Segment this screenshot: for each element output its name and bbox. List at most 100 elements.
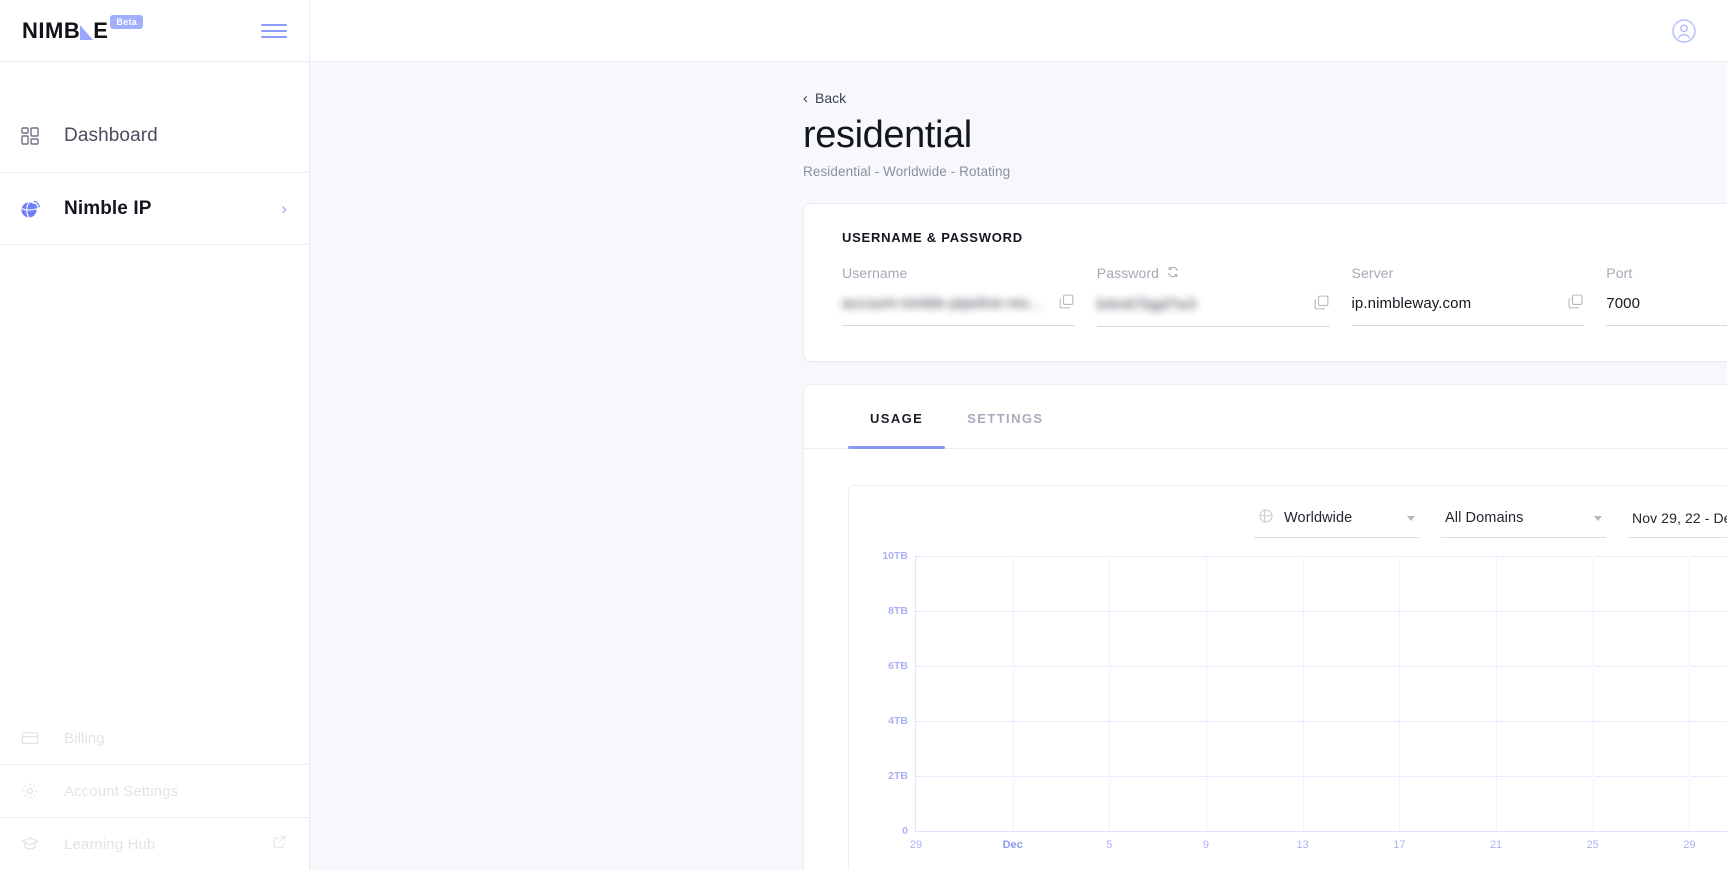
chart-gridline-horizontal: [916, 610, 1727, 612]
chart-gridline-vertical: [1205, 555, 1207, 831]
page-title-block: residential Residential - Worldwide - Ro…: [803, 114, 1010, 179]
sidebar-item-label: Nimble IP: [64, 197, 152, 219]
page-title: residential: [803, 114, 972, 156]
copy-icon[interactable]: [1313, 294, 1330, 316]
chart-y-axis-tick: 4TB: [888, 714, 908, 727]
sidebar-item-learning-hub[interactable]: Learning Hub: [0, 818, 309, 870]
logo-text: NIMB E: [22, 17, 109, 43]
beta-badge: Beta: [110, 14, 144, 30]
copy-icon[interactable]: [1058, 293, 1075, 315]
usage-chart: 02TB4TB6TB8TB10TB29Dec59131721252918:00: [873, 550, 1727, 856]
external-link-icon: [272, 834, 287, 854]
sidebar-item-label: Billing: [64, 729, 105, 747]
credit-card-icon: [16, 729, 44, 747]
chart-x-axis-tick: 29: [1683, 838, 1696, 851]
credentials-section-title: USERNAME & PASSWORD: [842, 229, 1023, 245]
chart-plot-area: 02TB4TB6TB8TB10TB29Dec59131721252918:00: [882, 550, 1727, 851]
field-username: Username account-nimble-pipeline-res...: [842, 265, 1075, 327]
field-value: account-nimble-pipeline-res...: [842, 295, 1042, 313]
field-label-text: Port: [1606, 264, 1633, 281]
back-button[interactable]: ‹ Back: [803, 90, 846, 106]
sidebar-divider: [0, 764, 309, 765]
chart-y-axis-tick: 10TB: [882, 549, 908, 562]
sidebar-item-label: Dashboard: [64, 125, 158, 146]
sidebar: NIMB E Beta Dashboard: [0, 0, 310, 870]
graduation-cap-icon: [16, 835, 44, 853]
chart-x-axis-tick: 17: [1393, 838, 1406, 851]
gear-icon: [16, 782, 44, 800]
chart-gridline-vertical: [1109, 555, 1111, 831]
sidebar-header: NIMB E Beta: [0, 0, 309, 62]
logo-text-part2: E: [93, 17, 109, 43]
field-label: Username: [842, 265, 1075, 281]
logo-text-part1: NIMB: [22, 17, 81, 43]
chart-y-axis-tick: 2TB: [888, 769, 908, 782]
user-circle-icon[interactable]: [1669, 16, 1699, 46]
domains-filter-dropdown[interactable]: All Domains: [1441, 508, 1606, 538]
chart-x-axis-tick: 25: [1586, 838, 1599, 851]
sidebar-item-nimble-ip[interactable]: Nimble IP ›: [0, 172, 309, 244]
usage-chart-panel: Worldwide All Domains Nov 29, 22 - Dec 2…: [848, 484, 1727, 870]
domains-filter-value: All Domains: [1445, 510, 1524, 527]
hamburger-bar: [261, 29, 287, 32]
chevron-right-icon: ›: [281, 199, 287, 218]
hamburger-icon[interactable]: [261, 21, 287, 41]
date-range-filter-value: Nov 29, 22 - Dec 29, 22: [1632, 510, 1727, 527]
chart-gridline-vertical: [1592, 555, 1594, 831]
globe-signal-icon: [16, 198, 44, 220]
sidebar-item-label: Account Settings: [64, 782, 179, 800]
chart-y-axis-tick: 6TB: [888, 659, 908, 672]
sidebar-item-account-settings[interactable]: Account Settings: [0, 765, 309, 817]
chart-x-axis-tick: Dec: [1002, 838, 1023, 851]
field-server: Server ip.nimbleway.com: [1351, 265, 1585, 327]
sidebar-footer: Billing Account Settings: [0, 712, 309, 870]
chevron-down-icon: [1407, 515, 1415, 521]
geo-filter-dropdown[interactable]: Worldwide: [1254, 508, 1419, 538]
copy-icon[interactable]: [1567, 293, 1584, 315]
field-password: Password: [1096, 265, 1330, 327]
chart-gridline-vertical: [1012, 555, 1014, 831]
chart-gridline-vertical: [1302, 555, 1304, 831]
field-label-text: Username: [842, 264, 908, 281]
chart-gridline-horizontal: [916, 555, 1727, 557]
date-range-filter-dropdown[interactable]: Nov 29, 22 - Dec 29, 22: [1628, 508, 1727, 538]
geo-filter-value: Worldwide: [1284, 510, 1353, 527]
tab-usage[interactable]: USAGE: [848, 385, 946, 449]
usage-card: USAGE SETTINGS: [803, 383, 1727, 870]
password-input[interactable]: b4m67bgd7w3: [1096, 294, 1330, 327]
hamburger-bar: [261, 35, 287, 38]
field-port: Port 7000: [1606, 265, 1727, 327]
field-value: ip.nimbleway.com: [1351, 295, 1472, 313]
chart-x-axis-tick: 5: [1106, 838, 1113, 851]
topbar: [310, 0, 1727, 62]
chart-gridline-vertical: [1399, 555, 1401, 831]
server-input[interactable]: ip.nimbleway.com: [1351, 293, 1585, 326]
chart-x-axis-tick: 13: [1296, 838, 1309, 851]
chart-gridline-horizontal: [916, 665, 1727, 667]
chart-gridline-vertical: [1689, 555, 1691, 831]
field-label-text: Password: [1096, 265, 1160, 282]
sidebar-divider: [0, 244, 309, 245]
brand-logo[interactable]: NIMB E Beta: [22, 14, 144, 43]
port-input[interactable]: 7000: [1606, 293, 1727, 326]
refresh-icon[interactable]: [1166, 265, 1180, 282]
usage-tabs: USAGE SETTINGS: [804, 385, 1727, 449]
field-label: Server: [1352, 265, 1585, 281]
chart-x-axis-tick: 29: [909, 838, 923, 851]
sidebar-item-dashboard[interactable]: Dashboard: [0, 100, 309, 172]
tab-settings[interactable]: SETTINGS: [945, 385, 1065, 448]
sidebar-nav: Dashboard Nimble IP ›: [0, 62, 309, 245]
field-label-text: Server: [1351, 264, 1394, 281]
sidebar-item-billing[interactable]: Billing: [0, 712, 309, 764]
chevron-left-icon: ‹: [803, 89, 808, 107]
chart-x-axis-tick: 9: [1202, 838, 1210, 851]
field-label: Port: [1606, 265, 1727, 281]
credentials-fields: Username account-nimble-pipeline-res...: [842, 265, 1727, 327]
content-inner: ‹ Back residential Residential - Worldwi…: [803, 90, 1727, 870]
field-label: Password: [1097, 265, 1330, 282]
sidebar-divider: [0, 817, 309, 818]
username-input[interactable]: account-nimble-pipeline-res...: [842, 293, 1075, 326]
globe-icon: [1258, 508, 1274, 529]
chart-filters: Worldwide All Domains Nov 29, 22 - Dec 2…: [873, 508, 1727, 538]
chart-gridline-horizontal: [916, 720, 1727, 722]
